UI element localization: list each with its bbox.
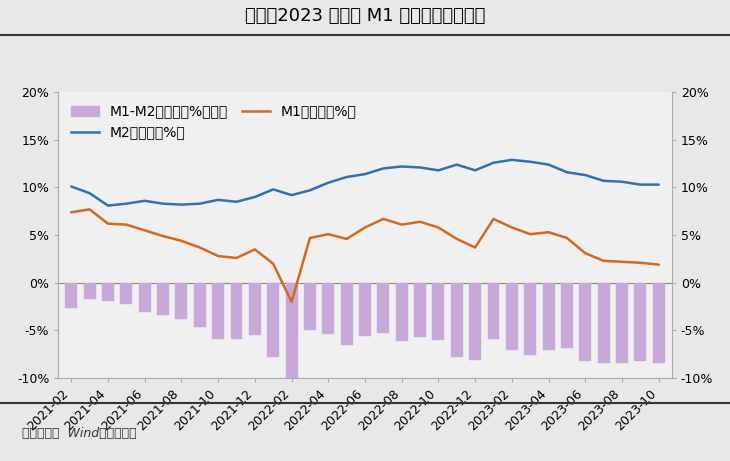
Bar: [157, 283, 169, 315]
Bar: [267, 283, 279, 357]
Bar: [304, 283, 316, 331]
Bar: [120, 283, 132, 304]
Bar: [377, 283, 389, 333]
Bar: [231, 283, 242, 339]
Bar: [469, 283, 481, 360]
Bar: [396, 283, 407, 341]
Bar: [323, 283, 334, 334]
Bar: [193, 283, 206, 326]
Bar: [249, 283, 261, 335]
Text: 资料来源：  Wind，泽平宏观: 资料来源： Wind，泽平宏观: [22, 427, 137, 440]
Bar: [102, 283, 114, 301]
Bar: [524, 283, 537, 355]
Bar: [580, 283, 591, 361]
Bar: [616, 283, 628, 363]
Bar: [506, 283, 518, 350]
Bar: [139, 283, 150, 312]
Bar: [414, 283, 426, 337]
Bar: [451, 283, 463, 357]
Bar: [561, 283, 573, 349]
Bar: [212, 283, 224, 339]
Bar: [432, 283, 445, 340]
Bar: [488, 283, 499, 339]
Bar: [65, 283, 77, 308]
Bar: [285, 283, 298, 390]
Bar: [175, 283, 188, 319]
Text: 图表：2023 年以来 M1 同比增速持续走低: 图表：2023 年以来 M1 同比增速持续走低: [245, 7, 485, 25]
Bar: [653, 283, 665, 363]
Legend: M1-M2：同比（%）右轴, M2：同比（%）, M1：同比（%）: M1-M2：同比（%）右轴, M2：同比（%）, M1：同比（%）: [66, 99, 362, 145]
Bar: [542, 283, 555, 350]
Bar: [84, 283, 96, 299]
Bar: [598, 283, 610, 363]
Bar: [359, 283, 371, 336]
Bar: [341, 283, 353, 345]
Bar: [634, 283, 646, 361]
